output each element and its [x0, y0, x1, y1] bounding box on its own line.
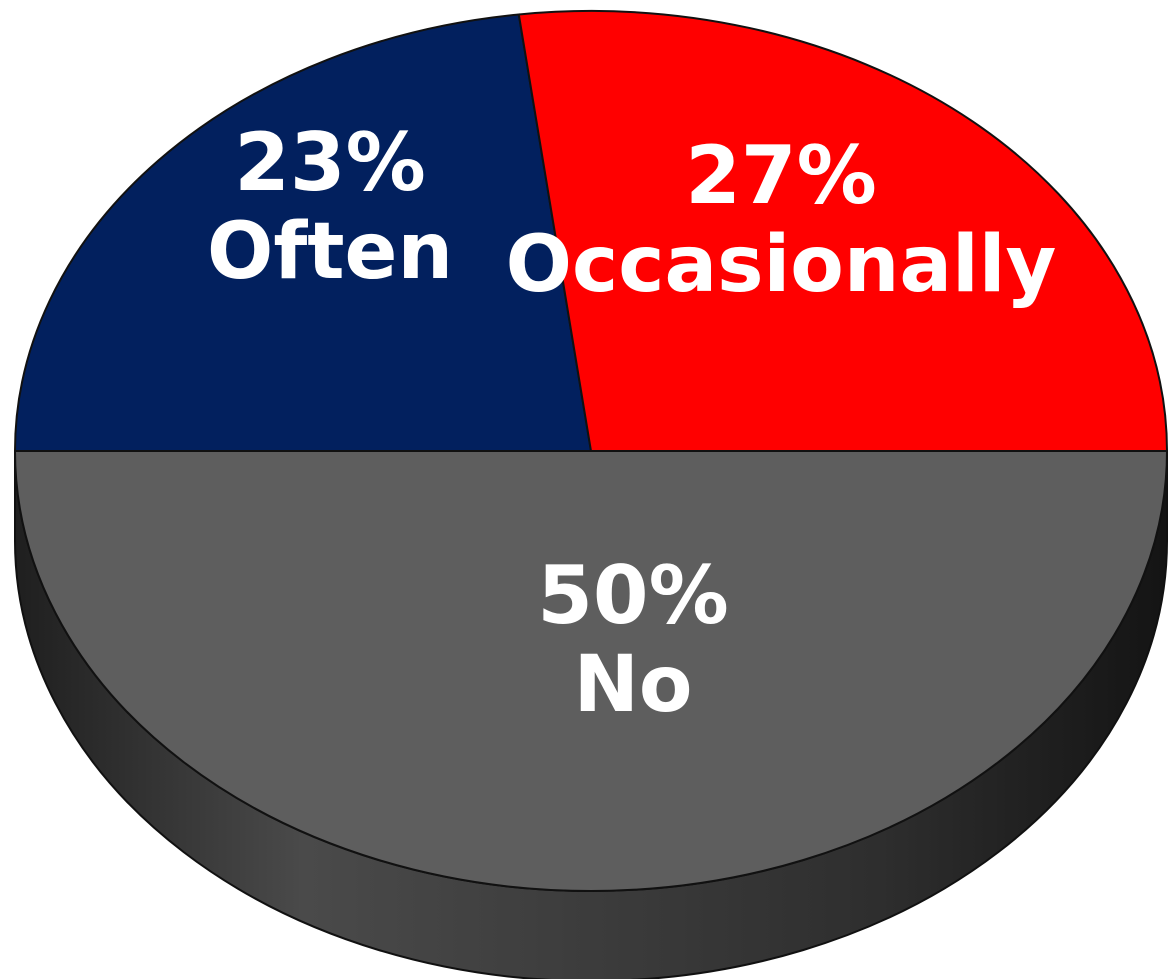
slice-value-label: 50% — [537, 549, 728, 642]
slice-value-label: 27% — [685, 129, 876, 222]
pie-slice-often — [13, 13, 593, 452]
slice-category-label: Often — [207, 207, 453, 297]
slice-value-label: 23% — [234, 116, 425, 209]
pie-slice-no — [13, 450, 1169, 892]
slice-category-label: No — [574, 640, 693, 730]
pie-slice-occasionally — [517, 10, 1169, 452]
slice-category-label: Occasionally — [506, 220, 1057, 310]
